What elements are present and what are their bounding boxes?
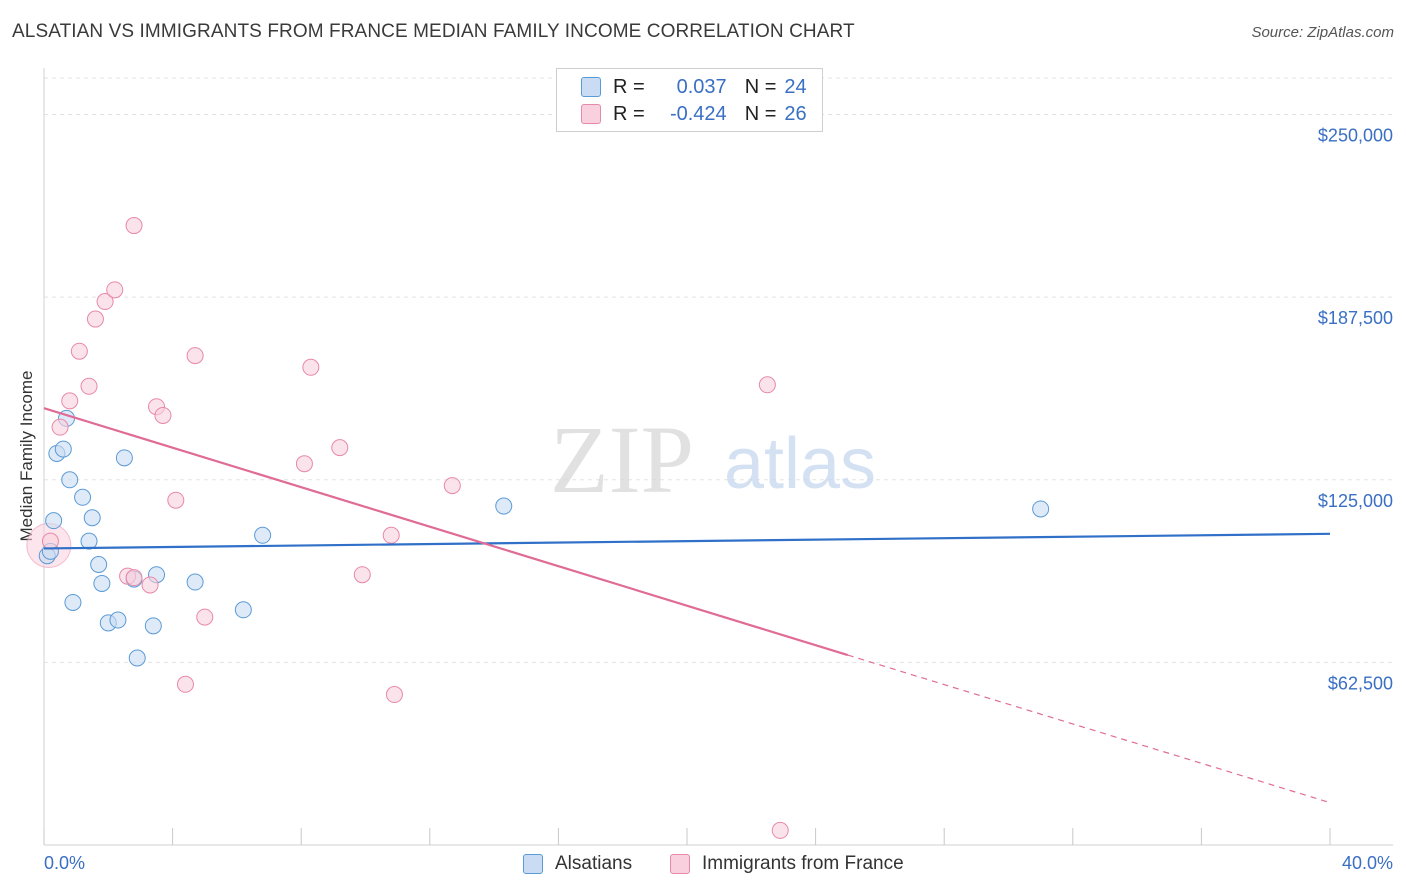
stats-legend-row-immigrants: R = -0.424 N = 26 [581,101,807,127]
r-value: 0.037 [676,75,727,98]
y-tick-label: $62,500 [1328,673,1393,693]
immigrants-point [353,566,371,584]
immigrants-point [141,576,159,594]
legend-item-immigrants: Immigrants from France [670,851,904,877]
n-label: N = [744,102,777,125]
x-tick-label: 0.0% [44,853,85,873]
stats-legend: R = 0.037 N = 24 R = -0.424 N = 26 [556,68,823,132]
immigrants-point [41,532,59,550]
immigrants-point [196,608,214,626]
stats-legend-row-alsatians: R = 0.037 N = 24 [581,74,807,100]
alsatians-point [128,649,146,667]
alsatians-point [74,488,92,506]
y-tick-label: $250,000 [1318,126,1393,146]
legend-item-alsatians: Alsatians [523,851,632,877]
legend-label: Immigrants from France [702,853,904,874]
chart-title: ALSATIAN VS IMMIGRANTS FROM FRANCE MEDIA… [12,21,855,42]
alsatians-point [64,593,82,611]
alsatians-swatch [581,77,601,97]
y-tick-label: $125,000 [1318,491,1393,511]
alsatians-point [1032,500,1050,518]
immigrants-point [51,418,69,436]
alsatians-point [234,601,252,619]
alsatians-point [254,526,272,544]
n-value: 26 [784,102,807,125]
n-label: N = [744,75,777,98]
alsatians-point [90,555,108,573]
legend-label: Alsatians [555,853,633,874]
immigrants-trendline [43,407,849,657]
watermark-zip: ZIP [550,406,694,513]
alsatians-point [495,497,513,515]
immigrants-point [295,455,313,473]
immigrants-point [186,347,204,365]
r-value: -0.424 [669,102,727,125]
immigrants-point [125,217,143,235]
immigrants-point [758,376,776,394]
immigrants-trendline-extension [847,654,1331,804]
alsatians-trendline [43,532,1331,550]
alsatians-point [61,471,79,489]
x-tick-label: 40.0% [1342,853,1393,873]
alsatians-point [109,611,127,629]
watermark-atlas: atlas [724,424,876,504]
n-value: 24 [784,75,807,98]
immigrants-swatch [581,104,601,124]
source-label: Source: ZipAtlas.com [1251,24,1394,41]
immigrants-point [125,569,143,587]
immigrants-point [443,477,461,495]
immigrants-point [80,377,98,395]
immigrants-point [106,281,124,299]
immigrants-point [96,293,114,311]
y-axis-label: Median Family Income [17,370,36,541]
alsatians-point [93,574,111,592]
immigrants-legend-swatch [670,854,690,874]
immigrants-point [302,358,320,376]
immigrants-point [167,491,185,509]
immigrants-point [61,392,79,410]
alsatians-point [144,617,162,635]
immigrants-point [70,342,88,360]
r-label: R = [613,102,645,125]
alsatians-point [115,449,133,467]
alsatians-point [186,573,204,591]
immigrants-point [86,310,104,328]
immigrants-point [331,439,349,457]
alsatians-point [80,532,98,550]
alsatians-point [45,512,63,530]
immigrants-point [176,675,194,693]
immigrants-point [385,686,403,704]
immigrants-point [154,406,172,424]
alsatians-point [83,509,101,527]
y-tick-label: $187,500 [1318,308,1393,328]
immigrants-point [771,821,789,839]
alsatians-point [54,440,72,458]
r-label: R = [613,75,645,98]
immigrants-point [382,526,400,544]
alsatians-legend-swatch [523,854,543,874]
